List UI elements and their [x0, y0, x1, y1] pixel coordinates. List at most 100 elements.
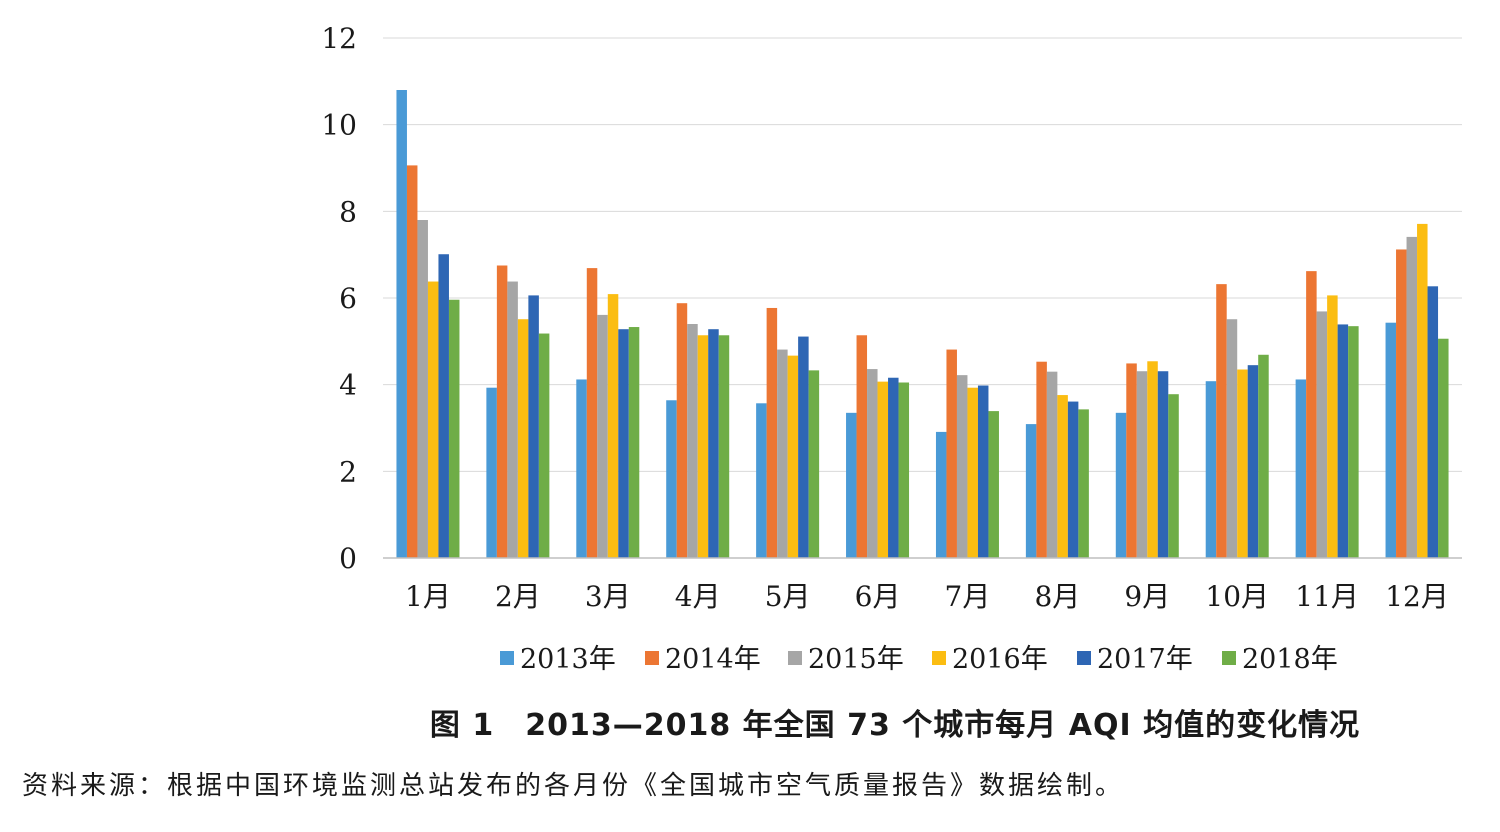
bar [618, 329, 629, 558]
bar [1295, 379, 1307, 558]
bar [1216, 284, 1227, 558]
bar [676, 303, 688, 558]
bar [756, 403, 767, 558]
x-tick-label: 7月 [945, 580, 991, 613]
legend-label: 2015年 [808, 644, 904, 675]
bar [787, 355, 799, 558]
bar [877, 381, 889, 558]
bar [1205, 381, 1217, 558]
bar [888, 377, 899, 558]
y-tick-label: 4 [339, 369, 357, 402]
bar [1406, 236, 1418, 558]
bar [1226, 319, 1238, 558]
bar [1046, 371, 1058, 558]
legend-label: 2013年 [520, 644, 616, 675]
x-tick-label: 2月 [495, 580, 541, 613]
y-tick-label: 0 [339, 542, 357, 575]
bar [697, 335, 709, 558]
y-tick-label: 2 [339, 455, 357, 488]
legend-swatch [645, 651, 659, 665]
bar [935, 431, 947, 558]
bar [1247, 365, 1259, 558]
x-tick-label: 11月 [1295, 580, 1359, 613]
bar [766, 307, 778, 558]
bars [396, 90, 1449, 558]
legend-label: 2014年 [665, 644, 761, 675]
bar [1385, 322, 1397, 558]
legend-swatch [1222, 651, 1236, 665]
bar [867, 369, 878, 558]
bar [1025, 424, 1037, 558]
bar [956, 375, 968, 558]
bar [1316, 311, 1328, 558]
bar [1057, 395, 1068, 558]
bar [666, 400, 677, 558]
x-axis-ticks: 1月 2月 3月 4月 5月 6月 7月 8月 9月 10月 11月 12月 [405, 580, 1449, 613]
legend: 2013年 2014年 2015年 2016年 2017年 2018年 [500, 644, 1338, 675]
bar [1036, 361, 1047, 558]
y-tick-label: 12 [321, 22, 357, 55]
bar [1427, 286, 1439, 558]
bar [1327, 295, 1338, 558]
gridlines [383, 37, 1462, 472]
bar [507, 281, 518, 558]
bar [396, 90, 407, 558]
bar [946, 349, 957, 558]
bar [1147, 361, 1158, 558]
bar [496, 265, 508, 558]
figure-caption: 图 1 2013—2018 年全国 73 个城市每月 AQI 均值的变化情况 [429, 708, 1361, 743]
bar [448, 299, 460, 558]
bar [1237, 369, 1248, 558]
bar [1067, 401, 1079, 558]
bar [586, 268, 598, 558]
bar [687, 324, 698, 558]
bar [798, 336, 809, 558]
x-tick-label: 6月 [855, 580, 901, 613]
bar [1157, 371, 1169, 558]
bar [628, 327, 640, 558]
bar [517, 319, 529, 558]
bar [777, 349, 788, 558]
y-tick-label: 10 [321, 109, 357, 142]
legend-swatch [1077, 651, 1091, 665]
bar [438, 254, 449, 558]
legend-label: 2016年 [952, 644, 1048, 675]
x-tick-label: 8月 [1034, 580, 1080, 613]
bar [427, 281, 439, 558]
x-tick-label: 4月 [675, 580, 721, 613]
bar [607, 294, 619, 558]
y-axis-ticks: 0 2 4 6 8 10 12 [321, 22, 357, 575]
bar [718, 335, 730, 558]
bar [1306, 271, 1317, 558]
bar [1078, 409, 1089, 558]
bar [486, 387, 497, 558]
bar [576, 379, 587, 558]
x-tick-label: 9月 [1124, 580, 1170, 613]
bar [1417, 223, 1428, 558]
legend-label: 2017年 [1097, 644, 1193, 675]
source-note: 资料来源：根据中国环境监测总站发布的各月份《全国城市空气质量报告》数据绘制。 [22, 771, 1125, 801]
bar [708, 329, 719, 558]
x-tick-label: 1月 [405, 580, 451, 613]
y-tick-label: 8 [339, 195, 357, 228]
x-tick-label: 12月 [1385, 580, 1449, 613]
y-tick-label: 6 [339, 282, 357, 315]
bar [597, 314, 608, 558]
bar [1348, 326, 1359, 558]
bar [967, 387, 978, 558]
bar [856, 335, 868, 558]
x-tick-label: 3月 [585, 580, 631, 613]
x-tick-label: 5月 [765, 580, 811, 613]
bar [1136, 371, 1148, 558]
x-tick-label: 10月 [1205, 580, 1269, 613]
bar [988, 411, 999, 558]
bar [1438, 338, 1449, 558]
bar [846, 412, 857, 558]
legend-swatch [788, 651, 802, 665]
bar [1126, 363, 1137, 558]
bar [528, 295, 539, 558]
bar [1337, 324, 1349, 558]
bar [406, 165, 418, 558]
chart: 0 2 4 6 8 10 12 1月 2月 3月 4月 5月 6月 7月 8月 9月 10月 11月 12月 20… [321, 22, 1462, 675]
bar [1115, 412, 1127, 558]
